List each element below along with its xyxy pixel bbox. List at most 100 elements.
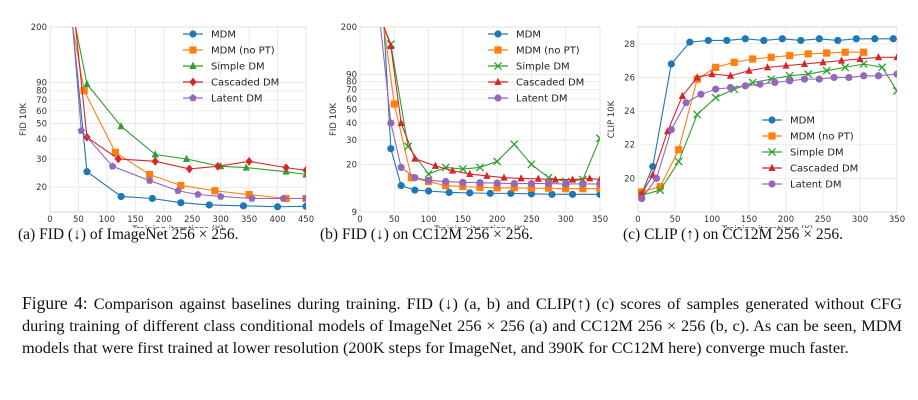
data-point (675, 146, 683, 154)
data-point (726, 71, 735, 79)
data-point (693, 110, 702, 119)
data-point (459, 182, 467, 191)
data-point (424, 187, 433, 195)
x-axis-label: Training iterations (K) (131, 225, 224, 228)
data-point (797, 36, 805, 45)
y-axis-label: FID 10K (329, 103, 339, 136)
data-point (852, 35, 860, 43)
data-point (302, 202, 306, 210)
data-point (837, 56, 846, 64)
data-point (562, 185, 570, 193)
data-point (177, 199, 185, 207)
y-tick-label: 40 (346, 119, 357, 129)
data-point (445, 188, 453, 197)
data-point (822, 66, 831, 75)
data-point (500, 173, 508, 181)
x-tick-label: 400 (269, 215, 285, 225)
legend-marker (494, 30, 502, 38)
data-point (860, 48, 868, 56)
data-point (815, 35, 823, 43)
data-point (786, 51, 794, 60)
legend-marker (493, 61, 503, 71)
data-point (841, 63, 850, 72)
data-point (800, 75, 809, 83)
data-point (667, 125, 675, 134)
figure-caption-text: Comparison against baselines during trai… (22, 294, 902, 357)
data-point (544, 179, 553, 188)
data-point (712, 63, 720, 71)
data-point (302, 194, 306, 202)
data-point (874, 72, 883, 80)
data-point (638, 194, 646, 203)
data-point (387, 145, 395, 153)
data-point (697, 90, 705, 98)
y-tick-label: 30 (36, 155, 47, 165)
data-point (786, 77, 794, 85)
data-point (387, 41, 395, 50)
y-tick-label: 80 (346, 78, 357, 88)
legend-label: Simple DM (790, 148, 844, 159)
data-point (778, 35, 786, 43)
x-tick-label: 0 (47, 215, 52, 225)
series-mdm (638, 35, 897, 198)
data-point (544, 173, 553, 182)
y-tick-label: 200 (31, 23, 47, 33)
y-tick-label: 40 (36, 135, 47, 145)
legend-label: MDM (211, 30, 236, 41)
series-cascaded-dm (638, 53, 897, 197)
data-point (892, 86, 897, 95)
data-point (874, 53, 883, 61)
y-tick-label: 28 (624, 40, 635, 50)
series-latent-dm (380, 27, 600, 188)
data-point (117, 122, 125, 130)
legend-label: MDM (no PT) (211, 46, 275, 57)
legend-label: MDM (no PT) (516, 46, 580, 57)
data-point (194, 190, 202, 198)
data-point (730, 58, 738, 66)
x-tick-label: 350 (889, 215, 905, 225)
plot-area (49, 26, 307, 213)
data-point (595, 134, 600, 143)
subcaption-a: (a) FID (↓) of ImageNet 256 × 256. (18, 226, 239, 243)
data-point (889, 35, 897, 43)
legend-marker (189, 77, 197, 87)
x-tick-label: 300 (852, 215, 868, 225)
legend-marker (768, 180, 776, 188)
legend-label: Simple DM (516, 62, 570, 73)
data-point (493, 184, 501, 192)
figure-charts: 0 50 100 150 200 250 300 350 400 4502030405060708… (19, 23, 905, 228)
legend-marker (189, 61, 197, 69)
x-tick-label: 200 (489, 215, 505, 225)
data-point (708, 69, 716, 78)
x-tick-label: 300 (558, 215, 574, 225)
legend: MDM MDM (no PT) Simple DM Cascaded DM Latent… (183, 30, 279, 105)
data-point (656, 186, 665, 195)
y-tick-label: 90 (36, 79, 47, 89)
data-point (771, 78, 779, 87)
data-point (239, 202, 248, 210)
data-point (397, 163, 405, 172)
series-mdm-no-pt (72, 27, 306, 203)
data-point (282, 163, 290, 173)
legend-marker (768, 116, 776, 124)
data-point (527, 190, 536, 198)
data-point (476, 183, 484, 191)
data-point (510, 184, 518, 192)
data-point (534, 174, 542, 182)
data-point (656, 183, 664, 191)
data-point (216, 192, 225, 200)
data-point (273, 203, 282, 211)
y-axis-label: CLIP 10K (607, 100, 617, 138)
data-point (527, 179, 536, 188)
data-point (466, 169, 474, 178)
y-axis-label: FID 10K (19, 103, 29, 136)
y-tick-label: 70 (346, 86, 357, 96)
x-tick-label: 100 (99, 215, 115, 225)
data-point (711, 93, 720, 102)
legend-label: Cascaded DM (211, 78, 279, 89)
data-point (510, 140, 519, 149)
x-tick-label: 50 (389, 215, 400, 225)
x-axis-label: Training iterations (K) (433, 225, 526, 228)
data-point (151, 150, 159, 158)
data-point (871, 35, 879, 43)
